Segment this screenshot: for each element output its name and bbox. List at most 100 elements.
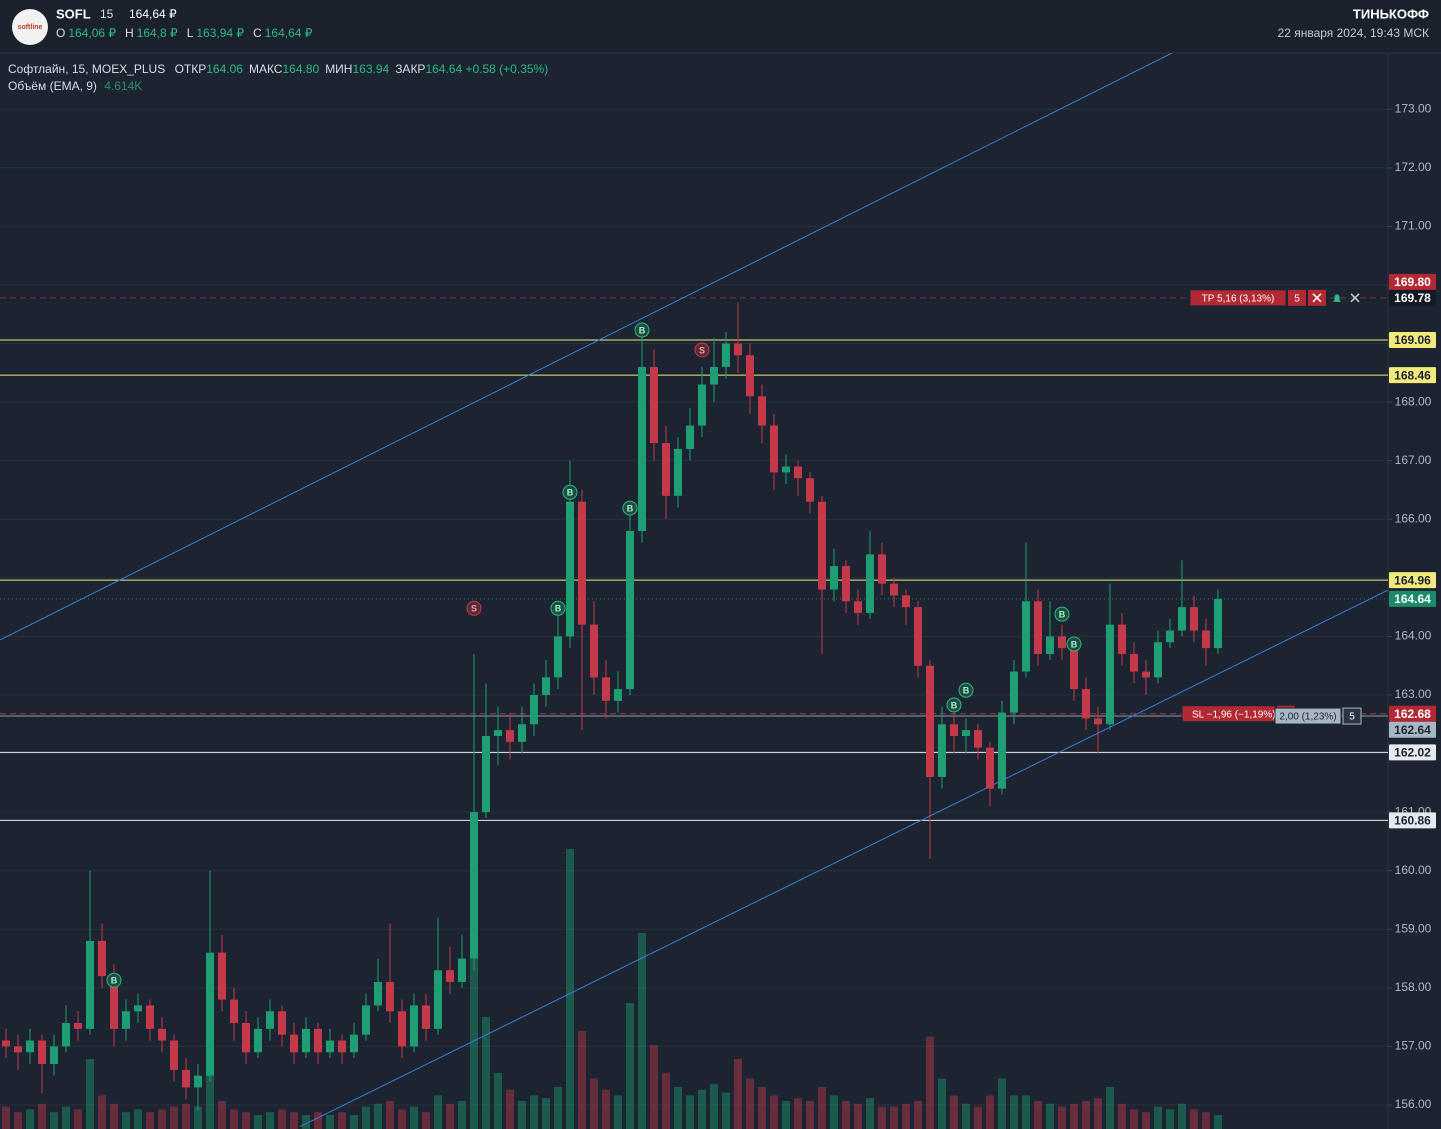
candle-body <box>961 730 970 736</box>
candle-body <box>1105 624 1114 725</box>
candle-body <box>37 1040 46 1064</box>
volume-name: Объём (EMA, 9) <box>8 79 97 93</box>
trade-side: S <box>471 604 477 614</box>
candle-body <box>757 396 766 426</box>
volume-bar <box>1069 1103 1078 1129</box>
candle-body <box>1117 624 1126 654</box>
y-tick-label: 159.00 <box>1395 921 1432 935</box>
volume-bar <box>949 1095 958 1129</box>
candle-body <box>613 689 622 701</box>
volume-bar <box>697 1089 706 1129</box>
y-tick-label: 172.00 <box>1395 160 1432 174</box>
volume-bar <box>169 1106 178 1129</box>
candle-body <box>109 976 118 1029</box>
volume-bar <box>373 1103 382 1129</box>
volume-bar <box>145 1112 154 1129</box>
candle-body <box>673 448 682 496</box>
order-qty-bg <box>1342 707 1362 725</box>
level-label-bg <box>1389 744 1436 761</box>
candle-body <box>337 1040 346 1053</box>
candle-body <box>721 343 730 367</box>
volume-bar <box>877 1106 886 1129</box>
y-tick-label: 173.00 <box>1395 101 1432 115</box>
volume-bar <box>709 1084 718 1129</box>
volume-bar <box>1009 1095 1018 1129</box>
volume-bar <box>925 1036 934 1129</box>
candle-body <box>853 601 862 613</box>
logo-text: softline <box>18 24 43 31</box>
volume-bar <box>337 1112 346 1129</box>
candle-body <box>361 1005 370 1035</box>
volume-bar <box>205 1073 214 1129</box>
level-label-bg <box>1389 273 1436 290</box>
order-text: 2,00 (1,23%) <box>1279 712 1336 723</box>
candle-body <box>1153 642 1162 678</box>
ohlc-row: O 164,06 ₽ H 164,8 ₽ L 163,94 ₽ C 164,64 ₽ <box>56 26 313 40</box>
candle-body <box>121 1011 130 1029</box>
ohlc-value: 164,64 ₽ <box>265 26 313 40</box>
trade-side: B <box>639 325 646 335</box>
brand: ТИНЬКОФФ <box>1353 6 1429 21</box>
volume-bar <box>493 1073 502 1129</box>
volume-bar <box>997 1078 1006 1129</box>
order-qty: 5 <box>1349 712 1355 723</box>
trade-marker <box>106 972 122 988</box>
trade-side: B <box>111 976 118 986</box>
legend-fields: ОТКР164.06 МАКС164.80 МИН163.94 ЗАКР164.64 <box>169 62 466 76</box>
candle-body <box>997 712 1006 789</box>
trendline <box>299 589 1388 1128</box>
volume-bar <box>589 1078 598 1129</box>
volume-bar <box>541 1098 550 1129</box>
y-tick-label: 166.00 <box>1395 511 1432 525</box>
volume-bar <box>1093 1098 1102 1129</box>
trade-marker <box>562 484 578 500</box>
volume-bar <box>301 1115 310 1129</box>
candle-body <box>1033 601 1042 654</box>
volume-bar <box>781 1101 790 1129</box>
candle-body <box>793 466 802 479</box>
volume-bar <box>289 1112 298 1129</box>
volume-bar <box>397 1109 406 1129</box>
volume-bar <box>1165 1109 1174 1129</box>
candle-body <box>685 425 694 449</box>
candle-body <box>145 1005 154 1029</box>
candle-body <box>589 624 598 678</box>
level-label-bg <box>1389 367 1436 384</box>
volume-bar <box>625 1003 634 1129</box>
volume-bar <box>517 1101 526 1129</box>
trade-marker <box>622 500 638 516</box>
candle-body <box>649 366 658 444</box>
candle-body <box>409 1005 418 1047</box>
trade-side: B <box>963 686 970 696</box>
legend-value: 164.80 <box>282 62 320 76</box>
volume-bar <box>769 1095 778 1129</box>
trade-marker <box>466 600 482 616</box>
candle-body <box>949 724 958 736</box>
interval: 15 <box>100 7 114 21</box>
volume-bar <box>1033 1101 1042 1129</box>
candle-body <box>445 970 454 982</box>
header-bar <box>0 0 1441 53</box>
volume-bar <box>49 1112 58 1129</box>
order-text: TP 5,16 (3,13%) <box>1202 293 1275 304</box>
volume-bar <box>649 1045 658 1129</box>
level-label-bg <box>1389 721 1436 738</box>
candle-body <box>217 952 226 1000</box>
volume-bar <box>349 1115 358 1129</box>
ohlc-value: 164,8 ₽ <box>137 26 178 40</box>
volume-bar <box>1201 1112 1210 1129</box>
candle-body <box>925 665 934 777</box>
legend-key: МАКС <box>248 62 283 76</box>
candle-body <box>841 566 850 602</box>
y-tick-label: 158.00 <box>1395 980 1432 994</box>
y-tick-label: 156.00 <box>1395 1097 1432 1111</box>
level-label-bg <box>1389 572 1436 589</box>
candle-body <box>529 694 538 725</box>
candle-body <box>49 1046 58 1064</box>
candle-body <box>1189 607 1198 631</box>
volume-bar <box>241 1112 250 1129</box>
level-label: 169.80 <box>1394 275 1431 289</box>
candle-body <box>625 530 634 690</box>
